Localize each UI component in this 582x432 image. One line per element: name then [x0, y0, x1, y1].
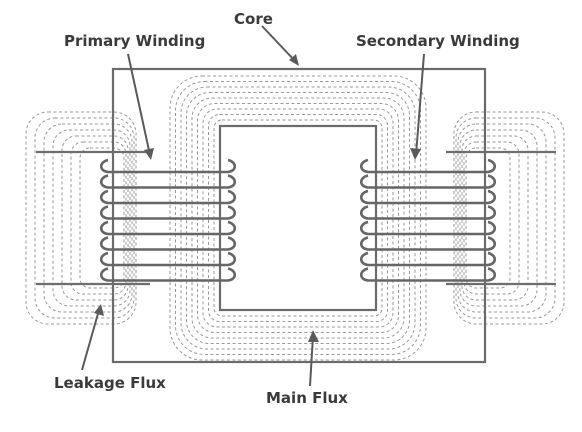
core-outer-edge [111, 67, 487, 364]
winding-turn [359, 174, 497, 189]
secondary-winding-label: Secondary Winding [356, 32, 520, 50]
leakage-flux-label: Leakage Flux [54, 374, 166, 392]
core-label: Core [234, 10, 273, 28]
primary-winding-label: Primary Winding [64, 32, 205, 50]
main-flux-pointer [309, 335, 314, 387]
winding-turn [99, 267, 237, 282]
winding-turn [359, 236, 497, 251]
main-flux-loop [213, 119, 383, 317]
leakage-flux-loop [465, 147, 511, 289]
leakage-flux-loop [453, 111, 565, 325]
core-arrowhead [289, 54, 299, 66]
winding-turn [359, 205, 497, 220]
primary-winding-arrowhead [144, 148, 154, 160]
main-flux-loop [180, 86, 416, 350]
winding-turn [99, 189, 237, 205]
winding-turn [99, 251, 237, 267]
primary-winding-coil [99, 158, 237, 282]
winding-turn [99, 220, 237, 236]
core-window [218, 124, 378, 312]
leakage-flux-loop [461, 135, 529, 301]
leakage-flux-loop [457, 123, 547, 313]
secondary-winding-arrowhead [410, 148, 421, 160]
winding-turn [99, 236, 237, 251]
main-flux-arrowhead [308, 330, 319, 342]
winding-turn [359, 220, 497, 236]
leakage-flux-arrowhead [94, 304, 104, 316]
secondary-winding-pointer [415, 53, 425, 156]
leakage-flux-pointer [81, 309, 100, 371]
winding-turn [99, 205, 237, 220]
winding-turn [359, 251, 497, 267]
winding-turn [359, 267, 497, 282]
main-flux-loop [208, 114, 388, 322]
main-flux-label: Main Flux [266, 389, 348, 407]
core-pointer [261, 25, 297, 63]
winding-turn [99, 174, 237, 189]
secondary-winding-coil [359, 158, 497, 282]
winding-turn [359, 158, 497, 174]
leakage-flux-loop [70, 141, 127, 295]
leakage-flux-loop [34, 117, 135, 319]
winding-turn [99, 158, 237, 174]
winding-turn [359, 189, 497, 205]
leakage-flux-loop [52, 129, 131, 307]
primary-winding-pointer [127, 53, 151, 156]
